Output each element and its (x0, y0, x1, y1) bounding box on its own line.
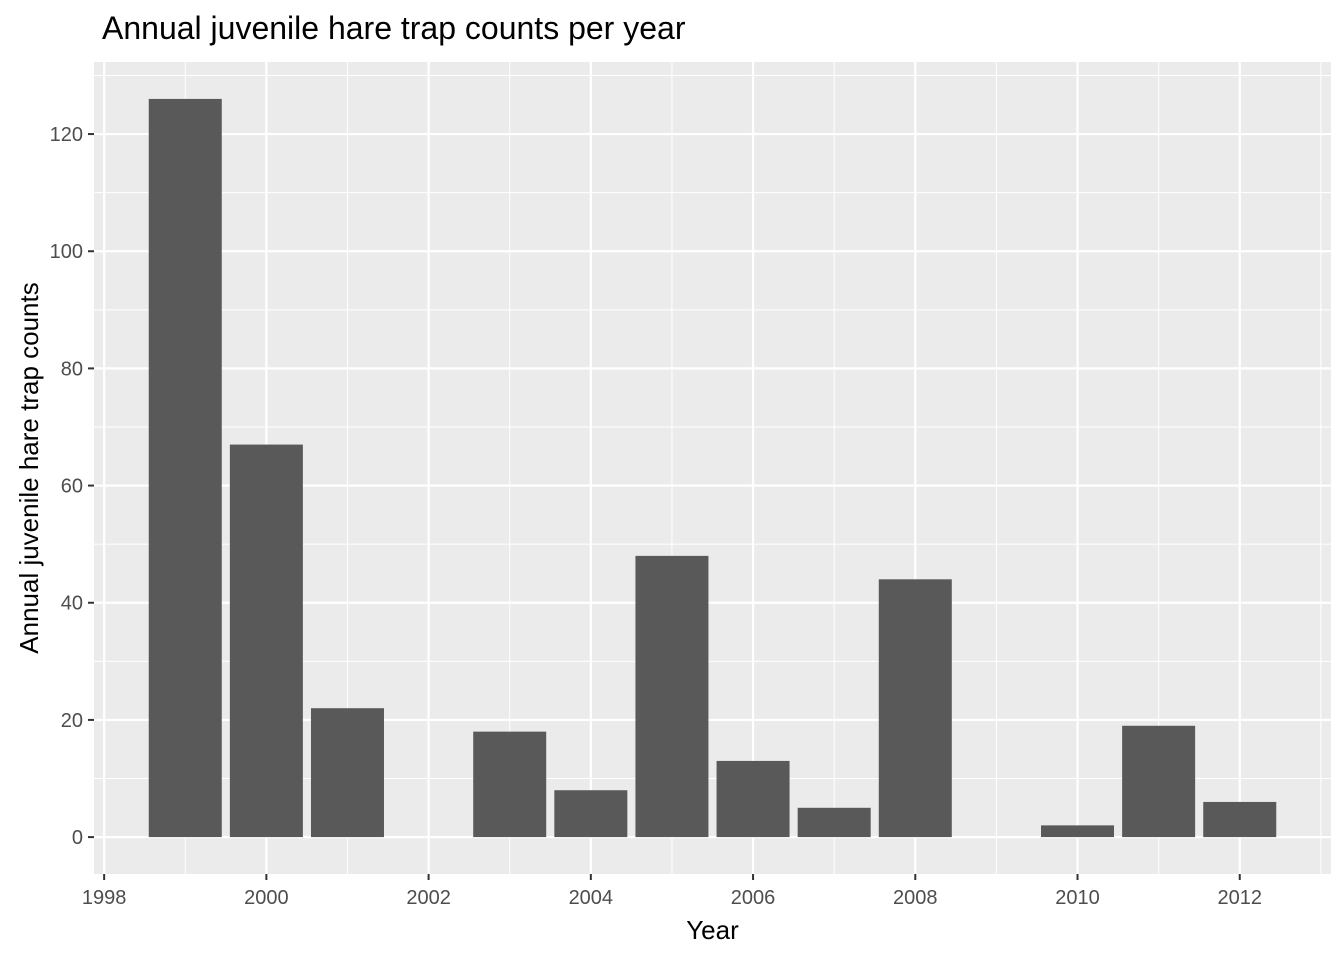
y-tick-label: 100 (50, 241, 83, 263)
y-tick-label: 80 (61, 358, 83, 380)
x-tick-label: 2006 (731, 887, 776, 909)
x-tick-label: 2012 (1217, 887, 1262, 909)
x-tick-label: 2008 (893, 887, 938, 909)
bar-2007 (797, 807, 871, 838)
x-tick-label: 2010 (1055, 887, 1100, 909)
bar-2008 (878, 579, 952, 838)
bar-2012 (1203, 801, 1277, 838)
x-tick-label: 2002 (406, 887, 451, 909)
bar-2000 (229, 444, 303, 838)
x-tick-label: 1998 (82, 887, 127, 909)
bar-2001 (310, 708, 384, 838)
y-tick-label: 40 (61, 593, 83, 615)
x-tick-label: 2004 (569, 887, 614, 909)
x-axis-title: Year (686, 915, 739, 945)
y-axis: 0 20 40 60 80 100 120 (50, 124, 94, 849)
bar-2006 (716, 760, 790, 838)
y-axis-title: Annual juvenile hare trap counts (14, 282, 44, 653)
y-tick-label: 20 (61, 710, 83, 732)
bar-2011 (1122, 725, 1196, 838)
y-tick-label: 60 (61, 476, 83, 498)
bar-2005 (635, 555, 709, 838)
bar-2010 (1041, 825, 1115, 838)
chart-title: Annual juvenile hare trap counts per yea… (102, 10, 686, 46)
x-axis: 1998 2000 2002 2004 2006 2008 2010 2012 (82, 874, 1262, 909)
y-tick-label: 0 (72, 827, 83, 849)
bar-1999 (148, 98, 222, 838)
y-tick-label: 120 (50, 124, 83, 146)
bar-2003 (473, 731, 547, 838)
x-tick-label: 2000 (244, 887, 289, 909)
bar-2004 (554, 790, 628, 838)
bars (148, 98, 1277, 838)
